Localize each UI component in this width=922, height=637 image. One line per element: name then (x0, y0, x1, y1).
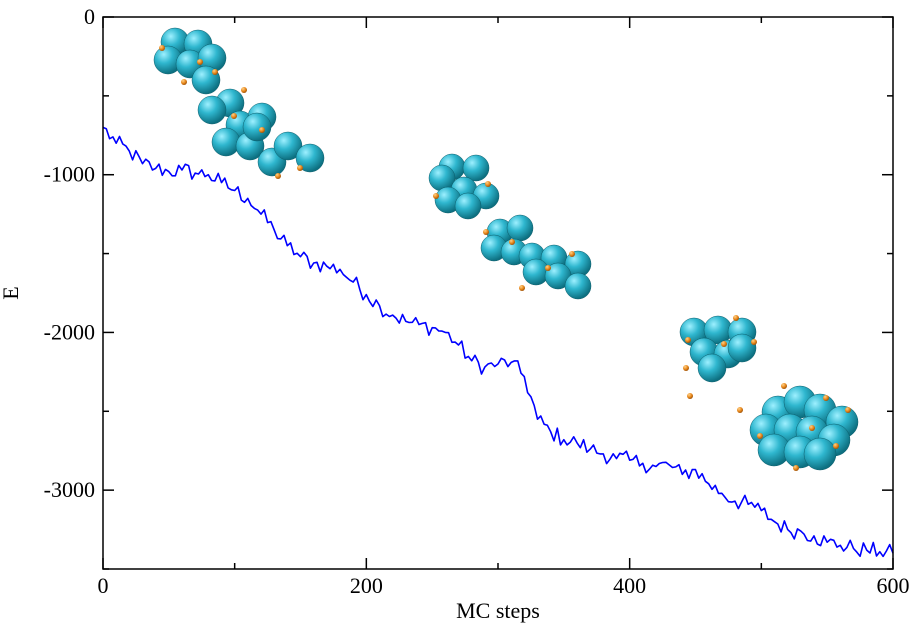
y-tick-label: -2000 (44, 319, 95, 344)
energy-series-line (102, 126, 894, 558)
ligand-dot (212, 69, 218, 75)
plot-area (102, 126, 894, 558)
ligand-dot (259, 127, 265, 133)
x-tick-label: 200 (350, 573, 383, 598)
ligand-dot (569, 251, 575, 257)
ligand-dot (721, 341, 727, 347)
x-axis-label: MC steps (456, 598, 540, 623)
atom-sphere (242, 112, 272, 142)
cluster-image-2 (428, 153, 592, 300)
ligand-dot (519, 285, 525, 291)
cluster-annotations (153, 27, 859, 471)
ligand-dot (845, 407, 851, 413)
ligand-dot (757, 433, 763, 439)
atom-sphere (211, 127, 241, 157)
ligand-dot (241, 87, 247, 93)
atom-sphere (522, 258, 550, 286)
y-axis-label: E (0, 286, 23, 299)
ligand-dot (737, 407, 743, 413)
ligand-dot (781, 383, 787, 389)
ligand-dot (231, 113, 237, 119)
atom-sphere (697, 353, 727, 383)
y-tick-label: -3000 (44, 477, 95, 502)
ligand-dot (823, 395, 829, 401)
ligand-dot (483, 229, 489, 235)
x-tick-label: 400 (613, 573, 646, 598)
cluster-image-3 (679, 315, 757, 399)
atom-sphere (727, 333, 757, 363)
ligand-dot (433, 193, 439, 199)
ligand-dot (181, 79, 187, 85)
ligand-dot (197, 59, 203, 65)
atom-sphere (564, 272, 592, 300)
ligand-dot (297, 165, 303, 171)
y-tick-label: 0 (84, 4, 95, 29)
x-axis: 0 200 400 600 (98, 17, 910, 598)
ligand-dot (833, 443, 839, 449)
x-tick-label: 600 (877, 573, 910, 598)
cluster-image-1 (153, 27, 325, 179)
ligand-dot (509, 239, 515, 245)
y-axis: 0 -1000 -2000 -3000 (44, 4, 893, 570)
ligand-dot (809, 425, 815, 431)
ligand-dot (485, 181, 491, 187)
ligand-dot (751, 339, 757, 345)
ligand-dot (685, 337, 691, 343)
ligand-dot (793, 465, 799, 471)
ligand-dot (683, 365, 689, 371)
ligand-dot (159, 45, 165, 51)
atom-sphere (197, 95, 227, 125)
atom-sphere (462, 154, 490, 182)
cluster-image-4 (737, 383, 859, 471)
ligand-dot (733, 315, 739, 321)
x-tick-label: 0 (98, 573, 109, 598)
ligand-dot (545, 265, 551, 271)
atom-sphere (803, 437, 837, 471)
ligand-dot (275, 173, 281, 179)
atom-sphere (273, 131, 303, 161)
atom-sphere (506, 214, 534, 242)
atom-sphere (454, 192, 482, 220)
atom-sphere (295, 143, 325, 173)
ligand-dot (687, 393, 693, 399)
y-tick-label: -1000 (44, 162, 95, 187)
